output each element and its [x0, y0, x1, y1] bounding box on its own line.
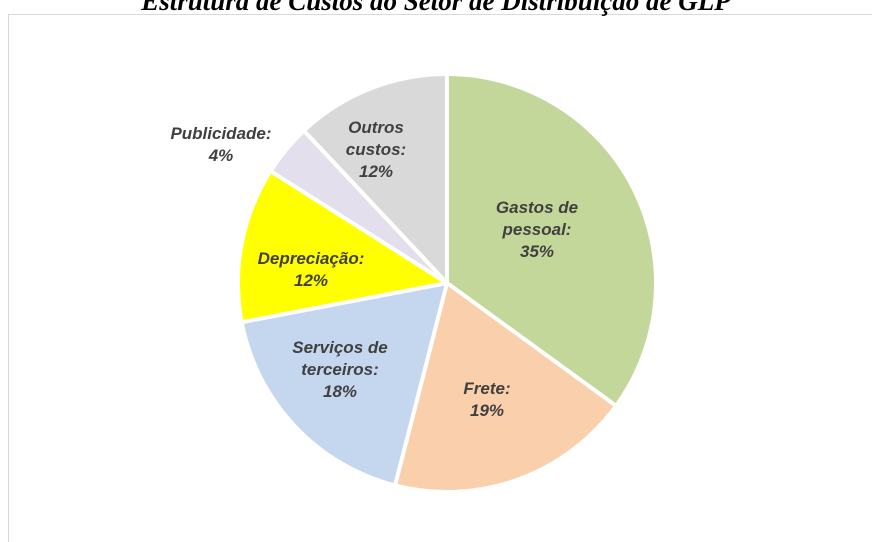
chart-border [8, 14, 872, 542]
slice-label: Depreciação: 12% [231, 248, 391, 292]
category-label: Gastos de pessoal: [495, 198, 579, 239]
pie-slice [239, 281, 449, 488]
value-label: 18% [322, 382, 358, 401]
chart-title: Estrutura de Custos do Setor de Distribu… [141, 0, 731, 16]
value-label: 35% [519, 242, 555, 261]
pie-slice [445, 72, 658, 408]
slice-label: Outros custos: 12% [336, 117, 416, 183]
value-label: 19% [469, 401, 505, 420]
slice-label: Gastos de pessoal: 35% [490, 197, 585, 263]
pie-slice [393, 281, 619, 494]
value-label: 4% [208, 146, 234, 165]
slice-label: Frete: 19% [447, 378, 527, 422]
category-label: Depreciação: [257, 249, 365, 268]
slice-label: Serviços de terceiros: 18% [280, 337, 400, 403]
category-label: Serviços de terceiros: [292, 338, 388, 379]
pie-slice [301, 72, 449, 285]
slice-label: Publicidade: 4% [156, 123, 286, 167]
value-label: 12% [358, 162, 394, 181]
value-label: 12% [293, 271, 329, 290]
category-label: Outros custos: [345, 118, 407, 159]
pie-slice [236, 169, 449, 325]
category-label: Frete: [463, 379, 511, 398]
category-label: Publicidade: [170, 124, 272, 143]
